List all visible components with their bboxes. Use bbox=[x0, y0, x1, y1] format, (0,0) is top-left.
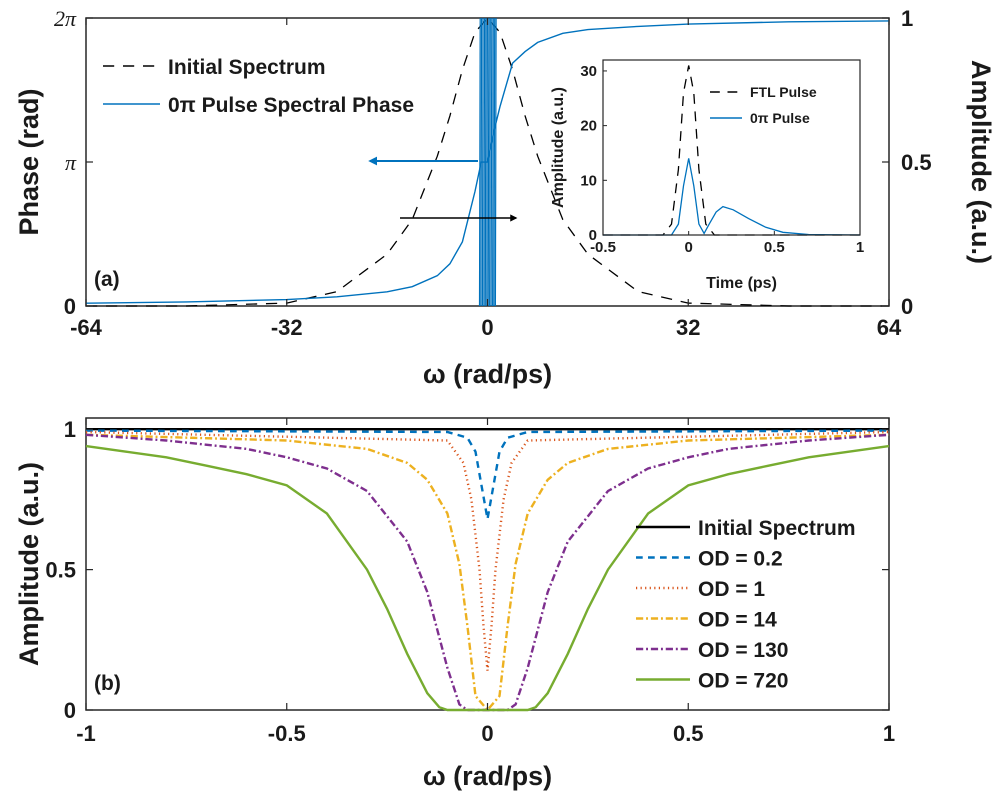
inset-y-tick-label: 10 bbox=[580, 172, 597, 189]
b-x-tick-label: 0 bbox=[481, 721, 493, 746]
y-left-tick-label: π bbox=[65, 150, 77, 175]
inset-x-tick-label: -0.5 bbox=[590, 239, 616, 256]
b-x-tick-label: -1 bbox=[76, 721, 96, 746]
inset-ylabel: Amplitude (a.u.) bbox=[550, 87, 567, 208]
panel-a-arrows bbox=[368, 156, 518, 222]
panel-b-ticks: -1 -0.5 0 0.5 1 0 0.5 1 bbox=[45, 417, 895, 746]
y-left-tick-label: 0 bbox=[64, 294, 76, 319]
legend-label: 0π Pulse Spectral Phase bbox=[168, 94, 414, 117]
inset-series-line-0 bbox=[603, 65, 860, 236]
inset-y-tick-label: 0 bbox=[589, 227, 597, 244]
y-right-tick-label: 0.5 bbox=[901, 150, 932, 175]
x-tick-label: -32 bbox=[271, 315, 303, 340]
x-tick-label: 32 bbox=[676, 315, 700, 340]
y-left-tick-label: 2π bbox=[54, 6, 77, 31]
inset-background bbox=[603, 60, 860, 235]
panel-a-ylabel-right: Amplitude (a.u.) bbox=[966, 60, 996, 264]
b-y-tick-label: 1 bbox=[64, 417, 76, 442]
panel-b-legend: Initial Spectrum OD = 0.2 OD = 1 OD = 14 OD … bbox=[636, 517, 856, 693]
x-tick-label: 64 bbox=[877, 315, 902, 340]
inset-legend: FTL Pulse 0π Pulse bbox=[710, 84, 817, 126]
panel-a-xlabel: ω (rad/ps) bbox=[423, 359, 552, 389]
b-legend-label: OD = 720 bbox=[698, 670, 788, 693]
inset-y-tick-label: 20 bbox=[580, 118, 597, 135]
inset-series bbox=[603, 65, 861, 236]
panel-a-series bbox=[85, 17, 890, 307]
b-x-tick-label: 0.5 bbox=[673, 721, 704, 746]
panel-a-ylabel-left: Phase (rad) bbox=[14, 88, 44, 235]
panel-b: -1 -0.5 0 0.5 1 0 0.5 1 (b) ω (rad/ps) Amplitud… bbox=[14, 417, 895, 791]
panel-b-ylabel: Amplitude (a.u.) bbox=[14, 462, 44, 666]
inset-frame bbox=[602, 59, 861, 236]
b-x-tick-label: -0.5 bbox=[268, 721, 306, 746]
panel-b-xlabel: ω (rad/ps) bbox=[423, 761, 552, 791]
inset-x-tick-label: 0 bbox=[684, 239, 692, 256]
panel-b-series-line-2 bbox=[85, 430, 890, 671]
inset-legend-label: FTL Pulse bbox=[750, 84, 817, 100]
b-legend-label: Initial Spectrum bbox=[698, 517, 856, 540]
legend-label: Initial Spectrum bbox=[168, 56, 326, 79]
b-y-tick-label: 0 bbox=[64, 698, 76, 723]
series-0pi-phase-wrapping bbox=[478, 18, 497, 307]
b-legend-label: OD = 1 bbox=[698, 578, 765, 601]
panel-b-label: (b) bbox=[94, 672, 121, 695]
inset-series-line-1 bbox=[603, 158, 861, 236]
inset-y-tick-label: 30 bbox=[580, 63, 597, 80]
y-right-tick-label: 1 bbox=[901, 6, 913, 31]
x-tick-label: -64 bbox=[70, 315, 103, 340]
panel-b-series-line-3 bbox=[85, 433, 890, 712]
b-y-tick-label: 0.5 bbox=[45, 558, 76, 583]
inset-xlabel: Time (ps) bbox=[706, 275, 777, 292]
x-tick-label: 0 bbox=[481, 315, 493, 340]
inset-x-tick-label: 0.5 bbox=[764, 239, 785, 256]
b-legend-label: OD = 14 bbox=[698, 609, 777, 632]
panel-a-label: (a) bbox=[94, 268, 120, 291]
b-legend-label: OD = 0.2 bbox=[698, 548, 783, 571]
b-x-tick-label: 1 bbox=[883, 721, 895, 746]
b-legend-label: OD = 130 bbox=[698, 639, 788, 662]
inset-x-tick-label: 1 bbox=[856, 239, 864, 256]
panel-b-series-line-1 bbox=[85, 429, 890, 520]
y-right-tick-label: 0 bbox=[901, 294, 913, 319]
panel-a-legend: Initial Spectrum 0π Pulse Spectral Phase bbox=[103, 56, 414, 117]
inset-legend-label: 0π Pulse bbox=[750, 110, 810, 126]
